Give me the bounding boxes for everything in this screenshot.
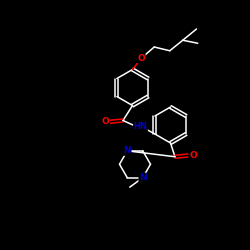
Text: O: O [102,117,110,126]
Text: O: O [189,151,197,160]
Text: N: N [139,173,146,182]
Text: HN: HN [134,122,147,131]
Text: N: N [124,146,131,155]
Text: O: O [138,54,145,63]
